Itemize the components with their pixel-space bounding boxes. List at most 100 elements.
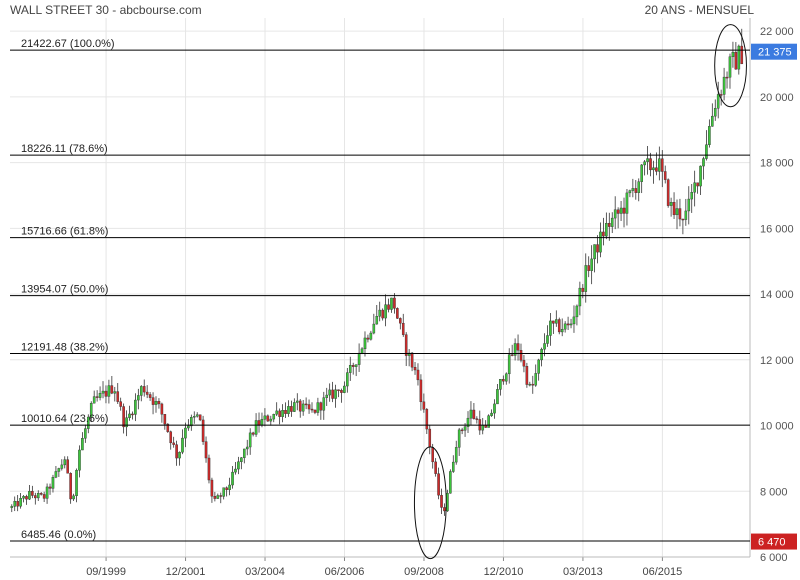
candle-down: [39, 493, 43, 495]
candle-up: [693, 182, 696, 193]
candle-down: [552, 320, 555, 324]
candle-up: [507, 354, 511, 375]
x-tick-label: 03/2013: [563, 566, 603, 578]
candle-up: [125, 417, 128, 428]
candle-down: [298, 400, 302, 412]
candle-down: [145, 391, 149, 395]
candle-up: [51, 477, 55, 489]
candle-up: [231, 471, 234, 486]
candle-up: [625, 192, 629, 214]
candle-up: [466, 417, 470, 427]
chart-title: WALL STREET 30 - abcbourse.com: [10, 3, 202, 17]
candle-up: [228, 484, 231, 490]
candle-down: [413, 366, 417, 371]
candle-down: [428, 428, 432, 448]
candle-down: [431, 447, 434, 463]
candle-down: [387, 304, 390, 310]
candle-down: [502, 379, 505, 382]
candle-down: [337, 389, 340, 391]
candle-up: [63, 459, 67, 466]
candle-down: [95, 396, 99, 398]
x-tick-label: 09/2008: [404, 566, 444, 578]
candle-up: [593, 244, 596, 260]
candle-down: [437, 473, 440, 496]
candle-down: [678, 208, 682, 220]
candle-up: [499, 379, 502, 390]
candle-down: [401, 322, 405, 335]
candle-down: [681, 218, 685, 221]
candle-up: [590, 258, 593, 271]
fibonacci-label: 18226.11 (78.6%): [21, 143, 108, 155]
candle-up: [384, 304, 387, 319]
candle-up: [637, 181, 641, 193]
candle-down: [472, 409, 476, 419]
candle-down: [443, 507, 446, 512]
candle-up: [534, 373, 538, 386]
candle-down: [290, 406, 293, 412]
candle-up: [287, 406, 290, 414]
candle-down: [157, 401, 161, 405]
candle-down: [172, 442, 175, 445]
candle-up: [575, 305, 579, 318]
candle-down: [522, 360, 526, 367]
candle-up: [57, 468, 61, 472]
candle-up: [375, 316, 379, 325]
candle-up: [325, 394, 329, 398]
candle-up: [572, 316, 576, 325]
fibonacci-label: 12191.48 (38.2%): [21, 342, 108, 354]
candle-down: [416, 369, 420, 381]
candle-up: [107, 385, 111, 397]
candle-up: [487, 415, 490, 428]
fibonacci-label: 15716.66 (61.8%): [21, 226, 108, 238]
candle-down: [204, 441, 208, 459]
candle-up: [245, 446, 249, 450]
candle-up: [504, 373, 508, 382]
candle-up: [569, 323, 573, 326]
candle-down: [42, 494, 46, 499]
candle-down: [310, 408, 314, 411]
candle-down: [166, 423, 170, 432]
candle-down: [69, 473, 72, 500]
candle-down: [719, 94, 723, 96]
candle-up: [248, 432, 252, 448]
candle-down: [251, 432, 255, 435]
candle-down: [531, 383, 535, 386]
candle-up: [81, 438, 84, 451]
candle-up: [363, 337, 367, 350]
x-tick-label: 12/2010: [484, 566, 524, 578]
candle-up: [390, 297, 393, 310]
candle-down: [66, 459, 69, 474]
candle-down: [634, 188, 638, 193]
candle-up: [178, 451, 181, 459]
candle-up: [154, 401, 158, 405]
candle-up: [281, 410, 284, 417]
candle-down: [351, 364, 355, 367]
candle-up: [360, 348, 364, 354]
candle-up: [89, 403, 93, 418]
candle-up: [737, 45, 741, 70]
low-price-badge-bg: [751, 533, 797, 550]
candle-up: [702, 158, 705, 167]
candle-up: [263, 415, 267, 420]
low-price-badge: 6 470: [758, 537, 786, 549]
candle-up: [560, 328, 564, 333]
candle-up: [301, 403, 305, 412]
candle-down: [151, 397, 155, 405]
candle-down: [510, 354, 514, 356]
annotation-ellipse: [413, 446, 447, 560]
candle-down: [340, 390, 343, 393]
candle-up: [187, 425, 190, 429]
y-tick-label: 18 000: [760, 158, 794, 170]
x-tick-label: 06/2015: [643, 566, 683, 578]
y-tick-label: 20 000: [760, 92, 794, 104]
candle-up: [22, 496, 25, 499]
candle-up: [234, 468, 237, 473]
candle-down: [557, 319, 561, 333]
x-tick-label: 06/2006: [325, 566, 365, 578]
candle-up: [98, 393, 102, 398]
candle-up: [646, 158, 649, 162]
candle-up: [216, 495, 220, 499]
candle-up: [457, 429, 461, 448]
y-tick-label: 12 000: [760, 355, 794, 367]
candle-down: [484, 425, 487, 428]
